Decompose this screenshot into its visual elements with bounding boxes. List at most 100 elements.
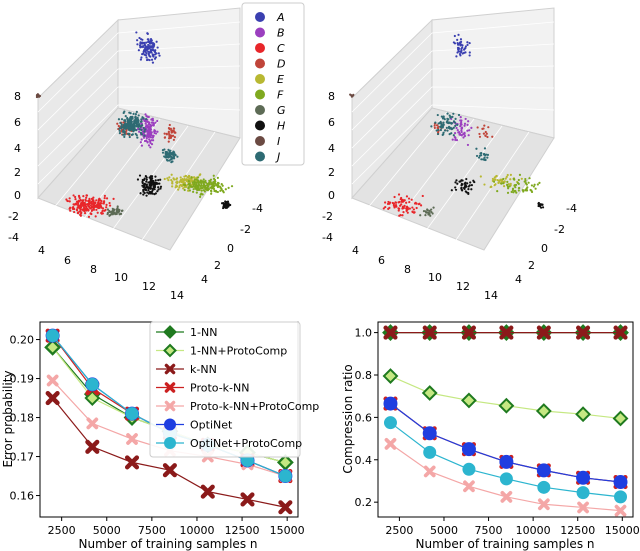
z-tick: -2 — [322, 210, 333, 223]
scatter-point — [135, 124, 138, 127]
scatter-point — [227, 203, 230, 206]
scatter-point — [143, 130, 146, 133]
scatter-point — [145, 176, 148, 179]
scatter-point — [95, 199, 98, 202]
scatter-point — [149, 146, 152, 149]
scatter-point — [123, 130, 126, 133]
scatter-point — [82, 209, 85, 212]
scatter-point — [465, 191, 468, 194]
scatter-point — [77, 200, 80, 203]
x-tick-label: 15000 — [270, 524, 305, 537]
scatter-point — [419, 214, 422, 217]
x-tick-label: 10000 — [179, 524, 214, 537]
scatter-point — [200, 189, 203, 192]
scatter-point — [450, 132, 453, 135]
scatter-point — [477, 156, 481, 159]
scatter-point — [462, 136, 465, 139]
scatter-point — [523, 180, 526, 183]
data-point — [536, 325, 551, 340]
data-point — [613, 475, 628, 490]
scatter-point — [530, 190, 534, 194]
x-axis-label: Number of training samples n — [415, 537, 594, 551]
scatter-point — [417, 203, 421, 206]
scatter-point — [104, 208, 107, 212]
scatter-point — [460, 126, 464, 129]
scatter-point — [397, 193, 401, 196]
scatter-point — [499, 178, 503, 181]
scatter-point — [464, 45, 467, 48]
data-point — [613, 325, 628, 340]
scatter-point — [468, 51, 471, 54]
scatter-point — [424, 214, 427, 217]
scatter-point — [446, 117, 449, 120]
scatter-point — [461, 179, 464, 182]
scatter-point — [470, 188, 473, 191]
scatter-point — [149, 50, 153, 53]
scatter-point — [486, 135, 489, 139]
scatter-point — [145, 185, 148, 188]
x-tick-label: 2500 — [385, 524, 413, 537]
scatter-point — [140, 138, 143, 141]
scatter-point — [142, 186, 145, 189]
scatter-point — [486, 156, 489, 159]
scatter-point — [463, 134, 467, 138]
scatter-point — [190, 176, 193, 179]
scatter-point — [167, 140, 170, 143]
scatter-point — [199, 185, 203, 188]
scatter-point — [414, 201, 417, 204]
scatter-point — [413, 211, 416, 214]
scatter-point — [82, 201, 85, 204]
scatter-point — [143, 43, 146, 46]
data-point — [498, 397, 515, 414]
z-tick: 8 — [328, 90, 335, 103]
scatter-point — [401, 214, 404, 217]
scatter-point — [406, 211, 409, 214]
scatter-point — [152, 44, 156, 47]
scatter-point — [146, 191, 149, 194]
scatter-point — [394, 201, 397, 204]
scatter-point — [463, 47, 466, 50]
scatter-point — [122, 111, 125, 115]
scatter-point — [133, 119, 136, 122]
scatter-point — [209, 178, 213, 181]
scatter-point — [215, 190, 218, 193]
scatter-point — [103, 194, 106, 197]
scatter-point — [513, 189, 516, 193]
scatter-point — [164, 152, 167, 155]
scatter-point — [123, 127, 126, 130]
scatter-point — [152, 124, 155, 127]
legend-swatch — [255, 58, 265, 69]
scatter-point — [482, 132, 485, 135]
scatter-point — [454, 186, 457, 189]
scatter-point — [494, 178, 497, 181]
scatter-point — [452, 126, 455, 129]
scatter-point — [476, 126, 479, 129]
x-tick-label: 5000 — [93, 524, 121, 537]
scatter-point — [78, 205, 82, 208]
scatter-point — [506, 173, 509, 177]
legend-label: I — [277, 135, 280, 148]
scatter-point — [457, 33, 460, 36]
scatter-point — [400, 196, 403, 200]
legend-label: A — [276, 11, 285, 24]
scatter-point — [101, 210, 104, 213]
scatter-point — [126, 117, 129, 120]
scatter-point — [146, 140, 149, 144]
scatter-point — [94, 201, 97, 205]
scatter-point — [210, 185, 213, 188]
legend-label: H — [277, 120, 285, 133]
scatter-point — [475, 154, 479, 158]
scatter-point — [510, 190, 513, 194]
scatter-point — [171, 152, 174, 155]
x-tick: 4 — [352, 244, 359, 257]
scatter-point — [509, 178, 512, 181]
scatter-point — [441, 117, 444, 120]
scatter-point — [168, 133, 171, 136]
scatter-point — [484, 134, 487, 137]
legend-marker — [164, 437, 176, 449]
scatter-point — [179, 180, 182, 183]
scatter-point — [153, 50, 157, 53]
scatter-point — [77, 211, 80, 214]
scatter-point — [387, 200, 390, 204]
